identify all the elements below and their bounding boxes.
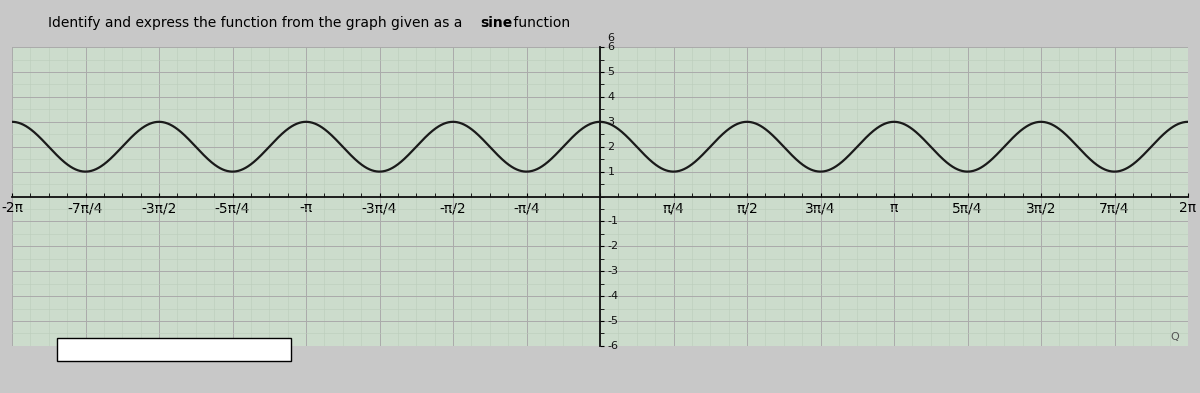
FancyBboxPatch shape: [58, 338, 292, 361]
Text: -1: -1: [607, 217, 618, 226]
Text: -2: -2: [607, 241, 619, 251]
Text: 5: 5: [607, 67, 614, 77]
Text: sine: sine: [480, 16, 512, 30]
Text: -4: -4: [607, 291, 619, 301]
Text: 6: 6: [607, 33, 614, 44]
Text: -3: -3: [607, 266, 618, 276]
Text: -5: -5: [607, 316, 618, 326]
Text: function: function: [509, 16, 570, 30]
Text: 4: 4: [607, 92, 614, 102]
Text: 2: 2: [607, 142, 614, 152]
Text: 1: 1: [607, 167, 614, 176]
Text: Q: Q: [1170, 332, 1178, 342]
Text: 6: 6: [607, 42, 614, 52]
Text: Identify and express the function from the graph given as a: Identify and express the function from t…: [48, 16, 467, 30]
Text: 3: 3: [607, 117, 614, 127]
Text: -6: -6: [607, 341, 618, 351]
